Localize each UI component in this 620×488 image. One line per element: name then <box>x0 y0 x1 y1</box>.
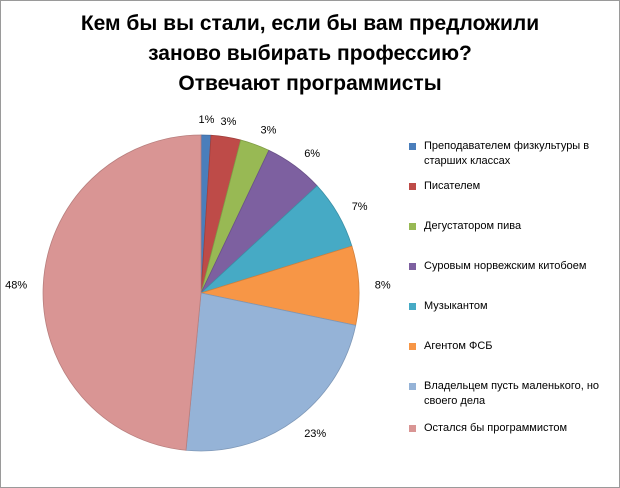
legend-label: Преподавателем физкультуры в старших кла… <box>424 140 590 167</box>
legend-swatch <box>409 183 416 190</box>
pie-slice <box>185 292 357 452</box>
pie-data-label: 7% <box>352 201 368 213</box>
pie-data-label: 23% <box>304 428 326 440</box>
pie-data-label: 3% <box>221 116 237 128</box>
legend-swatch <box>409 263 416 270</box>
pie-data-label: 3% <box>261 125 277 137</box>
pie-slice <box>42 134 202 451</box>
pie-data-label: 6% <box>304 148 320 160</box>
legend-swatch <box>409 343 416 350</box>
legend-label: Музыкантом <box>424 300 488 312</box>
legend-swatch <box>409 425 416 432</box>
legend-label: Владельцем пусть маленького, но своего д… <box>424 380 600 407</box>
chart-title-line-2: заново выбирать профессию? <box>148 42 472 65</box>
pie-data-label: 1% <box>199 114 215 126</box>
legend-label: Дегустатором пива <box>424 220 522 232</box>
legend-swatch <box>409 143 416 150</box>
legend-label: Писателем <box>424 180 481 192</box>
legend-label: Суровым норвежским китобоем <box>424 260 587 272</box>
legend-label: Остался бы программистом <box>424 422 568 434</box>
chart-title-line-3: Отвечают программисты <box>178 72 442 95</box>
legend-swatch <box>409 303 416 310</box>
pie-data-label: 48% <box>5 280 27 292</box>
pie-data-label: 8% <box>375 280 391 292</box>
legend-swatch <box>409 383 416 390</box>
chart-title-line-1: Кем бы вы стали, если бы вам предложили <box>80 12 540 35</box>
legend-swatch <box>409 223 416 230</box>
legend-label: Агентом ФСБ <box>424 340 493 352</box>
chart-title: Кем бы вы стали, если бы вам предложили … <box>1 9 619 99</box>
